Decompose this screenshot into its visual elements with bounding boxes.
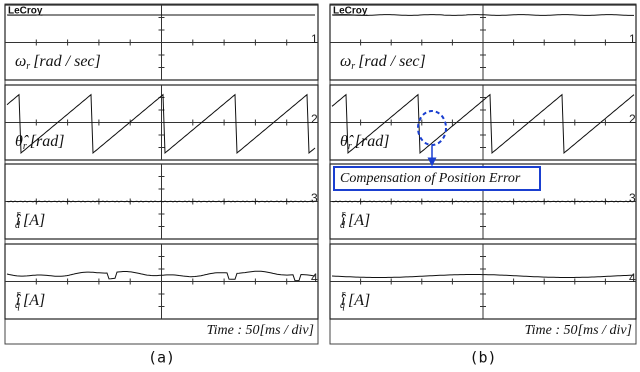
channel-number: 1: [311, 32, 318, 46]
symbol: ω: [340, 53, 351, 70]
channel-number: 4: [629, 271, 636, 285]
time-scale: Time : 50[ms / div]: [207, 323, 314, 338]
unit: [A]: [23, 292, 45, 309]
unit: [rad / sec]: [33, 53, 101, 70]
caption: (a): [148, 349, 175, 367]
subscript: r: [351, 61, 355, 72]
subscript: r: [23, 141, 27, 152]
unit: [A]: [23, 212, 45, 229]
subscript: r: [348, 141, 352, 152]
brand: LeCroy: [333, 6, 368, 17]
waveform: [332, 201, 634, 202]
superscript: r: [16, 209, 20, 220]
brand: LeCroy: [8, 6, 43, 17]
channel-number: 3: [629, 191, 636, 205]
channel-number: 2: [629, 112, 636, 126]
subscript: q: [340, 300, 345, 311]
channel-number: 1: [629, 32, 636, 46]
superscript: r: [341, 289, 345, 300]
highlight-ellipse: [418, 111, 446, 145]
annotation: Compensation of Position Error: [340, 171, 521, 186]
superscript: r: [341, 209, 345, 220]
trace-label: ωr[rad / sec]: [340, 53, 426, 73]
trace-label: ωr[rad / sec]: [15, 53, 101, 73]
unit: [rad]: [30, 133, 65, 150]
channel-number: 3: [311, 191, 318, 205]
channel-number: 4: [311, 271, 318, 285]
figure: ωr[rad / sec]1θ̂r[rad]2îrd[A]3îrq[A]4LeC…: [0, 0, 640, 372]
subscript: r: [26, 61, 30, 72]
subscript: q: [15, 300, 20, 311]
superscript: r: [16, 289, 20, 300]
unit: [A]: [348, 212, 370, 229]
caption: (b): [469, 349, 496, 367]
time-scale: Time : 50[ms / div]: [525, 323, 632, 338]
trace-label: θ̂r[rad]: [15, 133, 64, 153]
trace-label: θ̂r[rad]: [340, 133, 389, 153]
channel-number: 2: [311, 112, 318, 126]
unit: [rad]: [355, 133, 390, 150]
unit: [rad / sec]: [358, 53, 426, 70]
symbol: ω: [15, 53, 26, 70]
unit: [A]: [348, 292, 370, 309]
